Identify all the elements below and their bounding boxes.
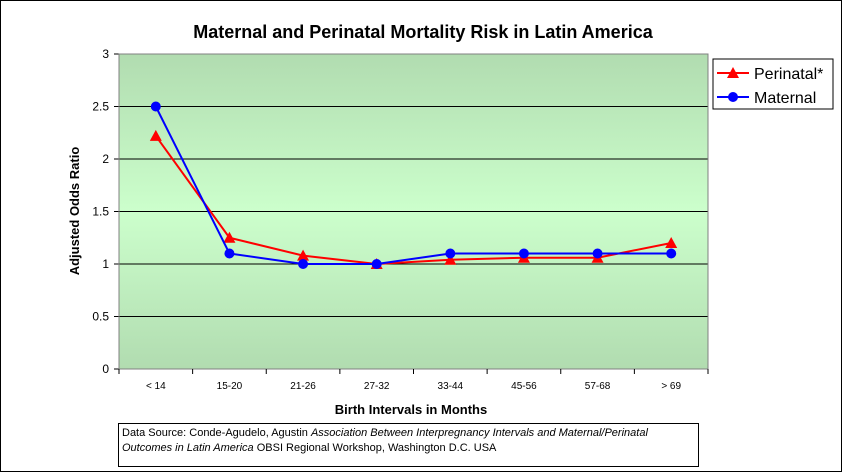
y-tick-label: 2.5 [92, 100, 109, 114]
circle-marker [728, 92, 738, 102]
triangle-marker [444, 253, 457, 265]
chart-title: Maternal and Perinatal Mortality Risk in… [193, 22, 653, 42]
series-line-perinatal [155, 135, 672, 266]
caption-title: Association Between Interpregnancy Inter… [122, 427, 648, 454]
circle-marker [298, 259, 309, 269]
triangle-marker [727, 67, 739, 78]
x-tick-label: 33-44 [438, 381, 464, 392]
y-tick-label: 1.5 [92, 205, 109, 219]
triangle-marker [149, 129, 162, 141]
x-tick-label: 27-32 [364, 381, 390, 392]
y-tick-label: 2 [102, 152, 109, 166]
y-tick-label: 0.5 [92, 310, 109, 324]
x-tick-label: 57-68 [585, 381, 611, 392]
y-tick-label: 3 [102, 47, 109, 61]
y-axis-label: Adjusted Odds Ratio [67, 147, 82, 276]
legend-label: Perinatal* [754, 66, 823, 83]
x-tick-label: 45-56 [511, 381, 537, 392]
circle-marker [371, 259, 382, 269]
x-tick-label: 21-26 [290, 381, 316, 392]
x-tick-label: < 14 [146, 381, 166, 392]
circle-marker [224, 248, 235, 259]
caption-prefix: Data Source: Conde-Agudelo, Agustin [122, 427, 311, 439]
x-axis-label: Birth Intervals in Months [335, 402, 487, 417]
circle-marker [518, 248, 529, 259]
series-line-maternal [154, 106, 672, 265]
triangle-marker [665, 237, 678, 248]
triangle-marker [223, 231, 236, 243]
circle-marker [666, 248, 677, 259]
y-tick-label: 1 [102, 257, 109, 271]
triangle-marker [297, 249, 310, 261]
circle-marker [445, 248, 456, 259]
circle-marker [150, 101, 161, 112]
circle-marker [592, 248, 603, 259]
x-tick-label: > 69 [661, 381, 681, 392]
y-tick-label: 0 [102, 362, 109, 376]
legend-label: Maternal [754, 90, 816, 107]
x-tick-label: 15-20 [217, 381, 243, 392]
data-source-caption: Data Source: Conde-Agudelo, Agustin Asso… [118, 423, 699, 467]
caption-suffix: OBSI Regional Workshop, Washington D.C. … [253, 442, 497, 454]
